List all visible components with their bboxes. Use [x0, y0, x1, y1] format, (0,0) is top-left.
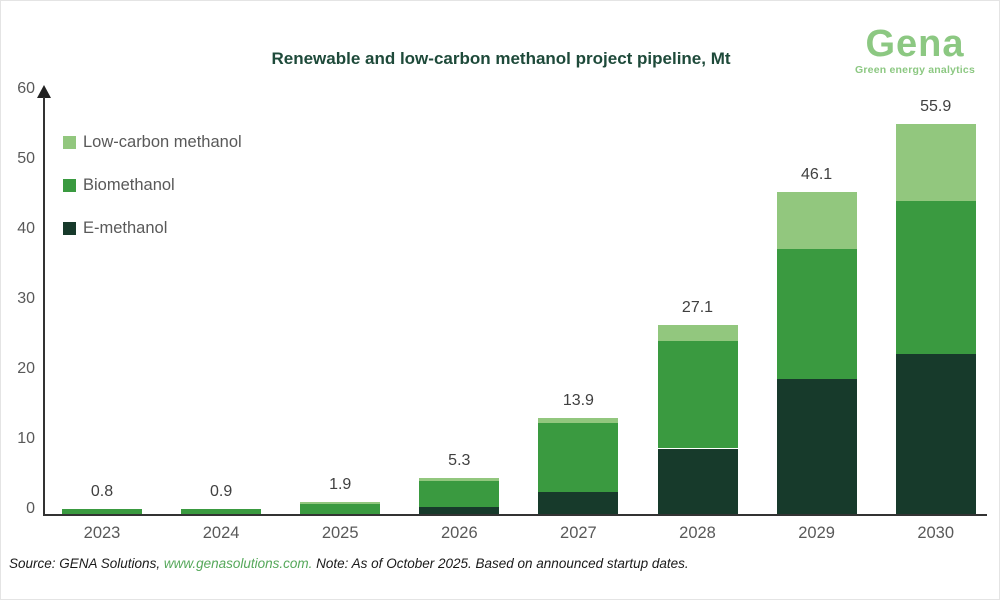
- x-axis-tick-label: 2024: [202, 524, 240, 542]
- bar-segment-biomethanol-2024: [181, 508, 262, 515]
- bar-segment-biomethanol-2028: [657, 341, 738, 449]
- legend-label: Low-carbon methanol: [83, 133, 242, 151]
- bar-segment-e-methanol-2027: [538, 491, 619, 515]
- bar-total-label: 0.8: [90, 483, 114, 501]
- bar-segment-low-carbon-methanol-2027: [538, 417, 619, 423]
- bar-total-label: 55.9: [920, 97, 952, 115]
- bar-segment-low-carbon-methanol-2028: [657, 325, 738, 342]
- x-axis-tick-label: 2026: [440, 524, 478, 542]
- y-axis-tick-label: 50: [17, 150, 35, 167]
- gena-logo: Gena Green energy analytics: [855, 25, 975, 76]
- y-axis-tick-label: 60: [17, 80, 35, 97]
- legend-swatch-icon: [63, 222, 76, 235]
- legend-swatch-icon: [63, 136, 76, 149]
- y-axis-arrow-icon: [37, 85, 51, 98]
- legend-item-biomethanol: Biomethanol: [63, 176, 242, 195]
- legend-item-low-carbon-methanol: Low-carbon methanol: [63, 133, 242, 152]
- bar-total-label: 5.3: [448, 451, 471, 469]
- legend: Low-carbon methanol Biomethanol E-methan…: [63, 133, 242, 262]
- y-axis-tick-label: 40: [17, 220, 35, 237]
- y-axis-tick-label: 0: [26, 500, 35, 517]
- source-note: Source: GENA Solutions, www.genasolution…: [9, 556, 689, 571]
- bar-segment-low-carbon-methanol-2030: [895, 123, 976, 202]
- x-axis-tick-label: 2030: [917, 524, 955, 542]
- bar-segment-e-methanol-2029: [776, 378, 857, 515]
- bar-total-label: 46.1: [801, 166, 833, 184]
- bar-total-label: 27.1: [681, 299, 714, 317]
- y-axis-tick-label: 10: [17, 430, 35, 447]
- y-axis-tick-label: 20: [17, 360, 35, 377]
- bar-segment-biomethanol-2023: [62, 509, 142, 515]
- bar-segment-biomethanol-2029: [776, 249, 857, 379]
- legend-item-e-methanol: E-methanol: [63, 219, 242, 238]
- x-axis-tick-label: 2028: [679, 524, 716, 542]
- x-axis-tick-label: 2027: [560, 524, 597, 542]
- bar-segment-low-carbon-methanol-2026: [419, 477, 500, 481]
- gena-logo-tagline: Green energy analytics: [855, 64, 975, 76]
- bar-segment-low-carbon-methanol-2029: [776, 192, 857, 249]
- bar-segment-e-methanol-2030: [895, 354, 976, 515]
- y-axis-line: [43, 97, 45, 515]
- chart-title: Renewable and low-carbon methanol projec…: [271, 49, 731, 68]
- bar-total-label: 0.9: [209, 482, 233, 500]
- bar-segment-e-methanol-2026: [419, 506, 500, 515]
- x-axis-tick-label: 2025: [321, 524, 359, 542]
- legend-swatch-icon: [63, 179, 76, 192]
- x-axis-tick-label: 2029: [798, 524, 835, 542]
- gena-logo-wordmark: Gena: [865, 23, 965, 65]
- bar-segment-e-methanol-2028: [657, 448, 738, 515]
- y-axis-tick-label: 30: [17, 290, 35, 307]
- x-axis-tick-label: 2023: [83, 524, 121, 542]
- source-prefix: Source: GENA Solutions,: [9, 556, 164, 571]
- x-axis-line: [43, 514, 987, 516]
- bar-segment-biomethanol-2026: [419, 480, 500, 507]
- source-link[interactable]: www.genasolutions.com.: [163, 556, 313, 571]
- legend-label: Biomethanol: [83, 176, 175, 194]
- bar-total-label: 1.9: [329, 475, 352, 493]
- legend-label: E-methanol: [83, 219, 168, 237]
- bar-segment-low-carbon-methanol-2025: [300, 501, 381, 504]
- bar-segment-biomethanol-2030: [895, 201, 976, 354]
- bar-segment-biomethanol-2025: [300, 503, 381, 515]
- footer-note: Note: As of October 2025. Based on annou…: [312, 556, 689, 571]
- bar-segment-biomethanol-2027: [538, 422, 619, 492]
- bar-total-label: 13.9: [562, 391, 594, 409]
